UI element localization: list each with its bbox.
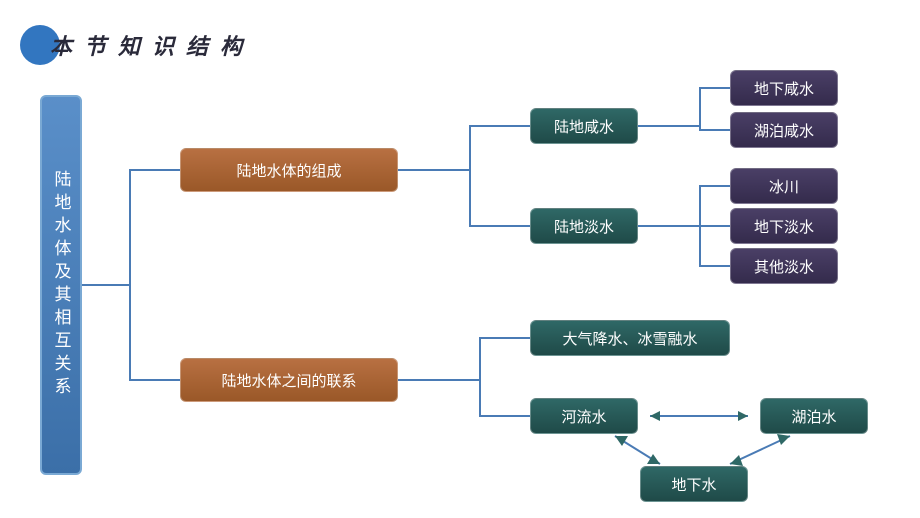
node-freshwater: 陆地淡水 xyxy=(530,208,638,244)
title-text: 本节知识结构 xyxy=(50,29,254,61)
node-lake: 湖泊水 xyxy=(760,398,868,434)
root-node: 陆地水体及其相互关系 xyxy=(40,95,82,475)
node-ground-fresh: 地下淡水 xyxy=(730,208,838,244)
node-groundwater: 地下水 xyxy=(640,466,748,502)
branch-relation: 陆地水体之间的联系 xyxy=(180,358,398,402)
branch-composition: 陆地水体的组成 xyxy=(180,148,398,192)
node-other-fresh: 其他淡水 xyxy=(730,248,838,284)
node-precipitation: 大气降水、冰雪融水 xyxy=(530,320,730,356)
node-ground-salt: 地下咸水 xyxy=(730,70,838,106)
node-river: 河流水 xyxy=(530,398,638,434)
title: 本节知识结构 xyxy=(20,25,254,65)
node-lake-salt: 湖泊咸水 xyxy=(730,112,838,148)
node-saltwater: 陆地咸水 xyxy=(530,108,638,144)
node-glacier: 冰川 xyxy=(730,168,838,204)
